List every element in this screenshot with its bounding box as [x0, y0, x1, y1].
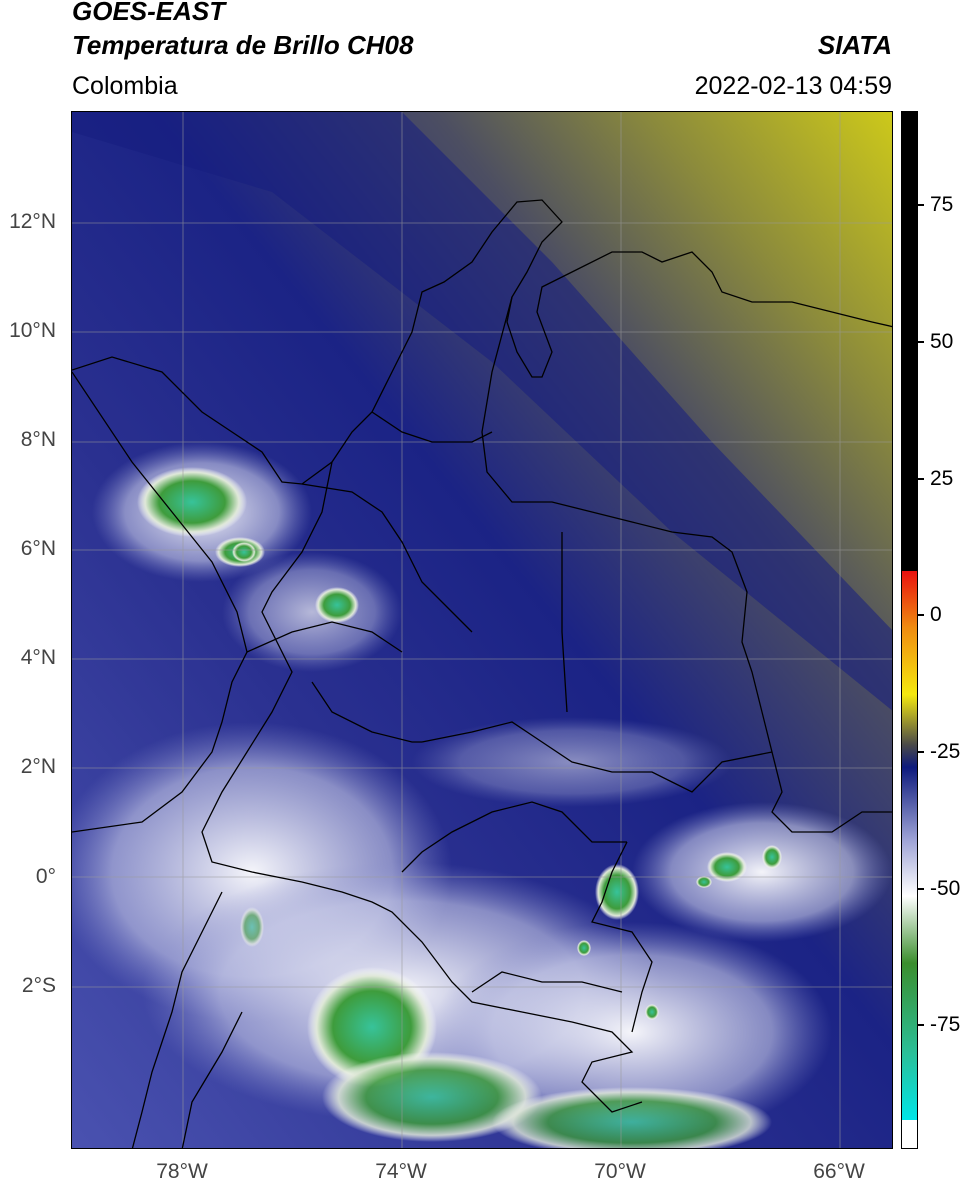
colorbar-tickmark [918, 341, 924, 343]
lat-tick-2n: 2°N [20, 755, 56, 778]
colorbar-tick-minus75: -75 [930, 1013, 961, 1036]
colorbar-tickmark [918, 204, 924, 206]
title-satellite: GOES-EAST [72, 0, 226, 26]
map-canvas [72, 112, 892, 1148]
map-panel[interactable] [71, 111, 893, 1149]
subtitle-region: Colombia [72, 72, 178, 100]
lat-tick-0: 0° [35, 865, 56, 888]
colorbar-tick-50: 50 [930, 330, 954, 353]
colorbar-tickmark [918, 478, 924, 480]
colorbar-tick-0: 0 [930, 603, 942, 626]
lat-tick-2s: 2°S [21, 974, 56, 997]
lon-tick-66w: 66°W [813, 1160, 865, 1183]
country-borders [72, 199, 892, 1148]
colorbar-tickmark [918, 888, 924, 890]
graticule [72, 112, 892, 1148]
lat-tick-12n: 12°N [9, 210, 56, 233]
lat-tick-8n: 8°N [20, 428, 56, 451]
colorbar-tick-minus50: -50 [930, 877, 961, 900]
colorbar [901, 111, 918, 1149]
colorbar-tickmark [918, 614, 924, 616]
datetime-label: 2022-02-13 04:59 [694, 72, 892, 100]
lat-tick-10n: 10°N [9, 319, 56, 342]
colorbar-tickmark [918, 751, 924, 753]
colorbar-tick-25: 25 [930, 467, 954, 490]
lon-tick-74w: 74°W [375, 1160, 427, 1183]
lat-tick-6n: 6°N [20, 537, 56, 560]
lon-tick-78w: 78°W [156, 1160, 208, 1183]
title-product: Temperatura de Brillo CH08 [72, 30, 414, 60]
colorbar-tick-75: 75 [930, 193, 954, 216]
colorbar-tick-minus25: -25 [930, 740, 961, 763]
credit-label: SIATA [817, 30, 892, 60]
lon-tick-70w: 70°W [594, 1160, 646, 1183]
colorbar-tickmark [918, 1024, 924, 1026]
lat-tick-4n: 4°N [20, 646, 56, 669]
